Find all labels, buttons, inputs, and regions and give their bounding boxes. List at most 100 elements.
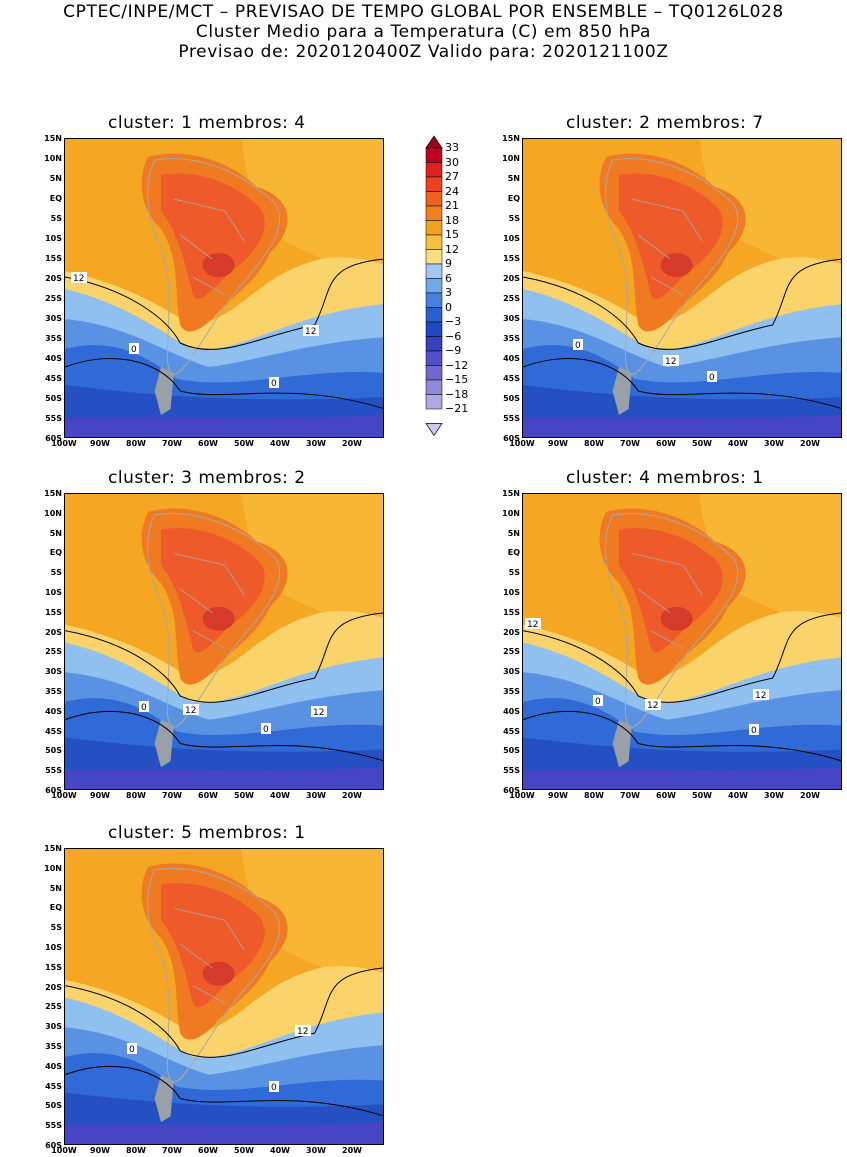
lat-tick-label: 15N: [44, 844, 62, 853]
lon-tick-label: 40W: [728, 791, 748, 800]
lat-tick-label: 10N: [44, 508, 62, 518]
svg-text:12: 12: [755, 691, 766, 701]
colorbar-segment: [425, 350, 443, 366]
svg-text:12: 12: [647, 701, 658, 711]
lon-tick-label: 90W: [548, 439, 568, 448]
continent-hot: [161, 173, 265, 299]
lat-tick-label: 50S: [503, 394, 520, 403]
lon-tick-label: 30W: [306, 439, 326, 448]
lat-tick-label: 20S: [503, 627, 520, 637]
colorbar-segment: [425, 292, 443, 308]
continent-outline: [605, 158, 739, 375]
colorbar-level-label: 33: [445, 141, 459, 154]
contour-label: 12: [303, 325, 319, 337]
lat-tick-label: 55S: [45, 766, 62, 776]
contour-0: [523, 710, 841, 762]
svg-text:0: 0: [751, 726, 757, 736]
lat-tick-label: 15S: [45, 607, 62, 617]
lon-tick-label: 100W: [509, 791, 535, 800]
map-area: 12 0 12 12 0: [522, 493, 842, 790]
contour-12: [65, 612, 383, 703]
patagonia: [154, 719, 174, 768]
patagonia: [612, 367, 632, 415]
lat-tick-label: 5N: [507, 174, 520, 183]
country-borders: [631, 198, 703, 296]
lon-tick-label: 90W: [90, 1146, 110, 1155]
lat-tick-label: 20S: [45, 627, 62, 637]
lat-tick-label: 10N: [44, 154, 62, 163]
lat-tick-label: 60S: [45, 786, 62, 795]
hot-core: [660, 253, 693, 277]
lon-tick-label: 50W: [234, 791, 254, 800]
lon-tick-label: 60W: [198, 439, 218, 448]
country-borders: [173, 908, 245, 1004]
panel-title: cluster: 5 membros: 1: [108, 823, 306, 843]
colorbar-segment: [425, 379, 443, 395]
colorbar-level-label: 0: [445, 300, 452, 314]
colorbar-level-label: −15: [445, 373, 469, 386]
contour-label: 0: [129, 343, 139, 355]
lat-tick-label: 30S: [45, 1022, 62, 1032]
map-svg: 12 0 12 12 0: [523, 494, 841, 789]
svg-text:12: 12: [313, 708, 324, 718]
contour-12: [65, 258, 383, 350]
header-line-2: Cluster Medio para a Temperatura (C) em …: [195, 22, 652, 42]
lon-tick-label: 60W: [198, 1146, 218, 1155]
contour-label: 0: [269, 1081, 279, 1093]
lon-tick-label: 40W: [728, 439, 748, 448]
lat-tick-label: 35S: [503, 334, 520, 343]
contour-0: [65, 1065, 383, 1117]
map-area: 0 12 12 0: [64, 493, 384, 790]
lat-tick-label: 45S: [45, 726, 62, 736]
svg-text:0: 0: [129, 1045, 135, 1055]
band-neg6: [523, 415, 841, 437]
country-borders: [631, 553, 703, 649]
lat-tick-label: 15N: [44, 134, 62, 143]
colorbar-level-label: 18: [445, 213, 459, 227]
lat-tick-label: 25S: [503, 647, 520, 657]
lat-tick-label: 10N: [502, 508, 520, 518]
lat-tick-label: 5N: [49, 528, 62, 538]
continent-hot: [619, 528, 723, 653]
contour-0: [65, 358, 383, 409]
lat-tick-label: 10S: [503, 234, 520, 243]
lat-tick-label: 10S: [45, 588, 62, 597]
colorbar-level-label: −12: [445, 358, 469, 372]
colorbar-segment: [425, 249, 443, 265]
lat-tick-label: 60S: [45, 1141, 62, 1150]
lat-tick-label: 5S: [50, 214, 62, 223]
lat-tick-label: 60S: [503, 786, 520, 795]
lat-tick-label: 35S: [45, 334, 62, 343]
lon-tick-label: 80W: [126, 791, 146, 800]
colorbar-level-label: 24: [445, 184, 459, 198]
colorbar-level-label: 21: [445, 199, 459, 212]
lon-tick-label: 90W: [548, 791, 568, 800]
colorbar-svg: [425, 135, 443, 437]
lat-tick-label: 60S: [503, 434, 520, 443]
patagonia: [612, 719, 632, 768]
contour-label: 0: [269, 377, 279, 389]
colorbar-segment: [425, 394, 443, 410]
lat-tick-label: 25S: [503, 294, 520, 303]
lat-tick-label: 15N: [502, 489, 520, 498]
contour-label: 12: [645, 699, 661, 711]
colorbar-level-label: 9: [445, 257, 452, 270]
contour-12: [523, 612, 841, 703]
lon-tick-label: 70W: [162, 791, 182, 800]
lat-tick-label: 45S: [503, 374, 520, 383]
colorbar-segment: [425, 263, 443, 279]
contour-12: [65, 967, 383, 1058]
lat-tick-label: 15S: [503, 254, 520, 263]
map-svg: 0 12 0: [523, 139, 841, 437]
header-line-1: CPTEC/INPE/MCT – PREVISAO DE TEMPO GLOBA…: [63, 2, 784, 22]
colorbar-segment: [425, 365, 443, 381]
contour-label: 0: [573, 339, 583, 351]
lat-tick-label: 55S: [503, 414, 520, 423]
lon-tick-label: 50W: [234, 439, 254, 448]
band-neg6: [65, 415, 383, 437]
lat-tick-label: 25S: [45, 294, 62, 303]
lat-tick-label: 20S: [45, 982, 62, 992]
colorbar-segment: [425, 135, 443, 149]
country-borders: [173, 198, 245, 296]
band-neg6: [523, 767, 841, 789]
